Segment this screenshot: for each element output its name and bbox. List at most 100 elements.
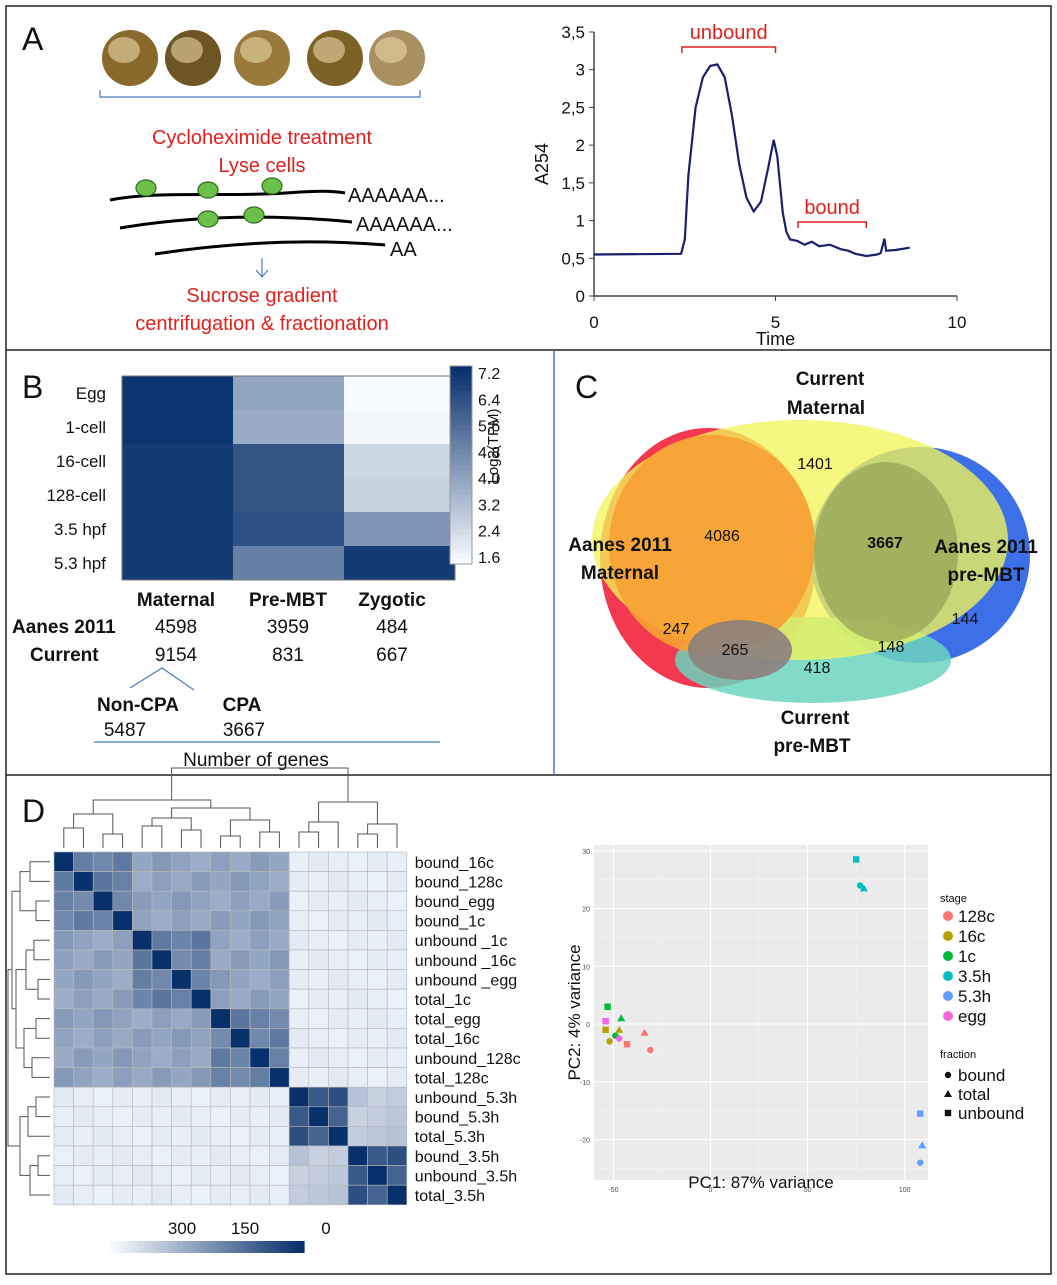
colorbar-tick-label: 3.2 [478, 497, 500, 514]
correlation-cell [151, 930, 172, 951]
colorbar-step [450, 479, 472, 486]
correlation-cell [367, 1106, 388, 1127]
correlation-cell [190, 851, 212, 872]
correlation-cell [210, 1047, 231, 1068]
panel-a-schematic: Cycloheximide treatment Lyse cells AAAAA… [99, 30, 453, 335]
correlation-cell [269, 871, 290, 892]
correlation-colorbar-step [202, 1241, 208, 1253]
colorbar-step [450, 544, 472, 550]
correlation-cell [151, 949, 172, 970]
correlation-cell [249, 949, 270, 970]
correlation-cell [386, 988, 408, 1010]
pca-ticks: -50 0 50 100 -20 -10 0 10 20 30 [580, 849, 911, 1194]
gene-count-table: Maternal Pre-MBT Zygotic Aanes 2011 4598… [12, 590, 440, 771]
correlation-cell [386, 851, 408, 872]
correlation-cell [249, 851, 270, 872]
colorbar-tick-label: 7.2 [478, 366, 500, 383]
correlation-cell [328, 871, 349, 892]
correlation-cell [73, 1106, 94, 1127]
correlation-cell [269, 890, 290, 912]
correlation-cell [73, 851, 94, 872]
venn-diagram: Current Maternal Aanes 2011 Maternal Aan… [568, 369, 1038, 757]
a254-y-tick-label: 0,5 [561, 249, 585, 268]
correlation-cell [347, 1106, 368, 1127]
correlation-cell [249, 969, 270, 990]
dendrogram-branch [259, 831, 280, 848]
correlation-colorbar-step [211, 1241, 218, 1253]
correlation-heatmap-cells [53, 851, 408, 1206]
correlation-cell [367, 1126, 388, 1147]
correlation-colorbar-step [294, 1241, 300, 1253]
pca-legend-fraction-label: total [958, 1085, 990, 1104]
correlation-cell [92, 871, 114, 892]
correlation-cell [151, 1184, 172, 1206]
correlation-cell [269, 949, 290, 970]
correlation-cell [367, 1145, 388, 1166]
correlation-cell [249, 1106, 270, 1127]
correlation-row-label: unbound _egg [415, 972, 517, 989]
correlation-cell [132, 988, 153, 1010]
dendrogram-branch [141, 825, 163, 848]
correlation-cell [53, 969, 74, 990]
correlation-cell [132, 1126, 153, 1147]
dendrogram-branch [357, 833, 378, 848]
dendrogram-branch [37, 978, 50, 1000]
correlation-cell [367, 1028, 388, 1049]
correlation-cell [92, 1145, 114, 1166]
correlation-colorbar-step [255, 1241, 261, 1253]
correlation-cell [210, 890, 231, 912]
dendrogram-branch [25, 949, 38, 990]
correlation-cell [132, 871, 153, 892]
correlation-cell [210, 949, 231, 970]
correlation-cell [288, 988, 310, 1010]
venn-label-current-premb-2: pre-MBT [773, 736, 850, 757]
correlation-cell [190, 1126, 212, 1147]
correlation-cell [112, 1028, 133, 1049]
pca-legend-stage-swatch [943, 991, 953, 1001]
a254-x-tick-label: 5 [771, 313, 780, 332]
pca-x-tick-label: 100 [899, 1187, 911, 1194]
correlation-cell [53, 1086, 74, 1108]
correlation-cell [367, 1067, 388, 1088]
colorbar-step [450, 529, 472, 535]
correlation-cell [367, 910, 388, 931]
pca-point-3.5h-square [852, 856, 860, 863]
correlation-cell [171, 1106, 192, 1127]
correlation-cell [151, 1067, 172, 1088]
colorbar-step [450, 390, 472, 397]
colorbar-step [450, 549, 472, 555]
correlation-cell [210, 910, 231, 931]
pca-legend-fraction-label: unbound [958, 1104, 1024, 1123]
correlation-cell [210, 851, 231, 872]
colorbar-tick-label: 1.6 [478, 550, 500, 567]
correlation-cell [112, 910, 133, 931]
pca-legend-stage-swatch [943, 951, 953, 961]
correlation-cell [328, 988, 349, 1010]
correlation-cell [53, 890, 74, 912]
correlation-cell [367, 1165, 388, 1186]
colorbar-tick-label: 6.4 [478, 392, 500, 409]
a254-y-label: A254 [532, 143, 552, 185]
correlation-row-label: total_1c [415, 992, 471, 1009]
pca-point-16c-triangle [615, 1025, 624, 1033]
correlation-cell [171, 910, 192, 931]
correlation-cell [230, 1165, 251, 1186]
correlation-cell [308, 1086, 329, 1108]
correlation-cell [210, 1106, 231, 1127]
colorbar-step [450, 489, 472, 496]
correlation-cell [92, 851, 114, 872]
correlation-cell [230, 890, 251, 912]
correlation-cell [151, 1047, 172, 1068]
venn-label-current-premb-1: Current [781, 708, 850, 729]
expression-cell [122, 410, 233, 444]
correlation-cell [367, 988, 388, 1010]
aanes-premb-count: 3959 [267, 617, 309, 638]
a254-y-ticks: 0 0,5 1 1,5 2 2,5 3 3,5 [561, 23, 594, 306]
correlation-cell [151, 1008, 172, 1029]
correlation-colorbar-step [216, 1241, 223, 1253]
correlation-cell [249, 910, 270, 931]
correlation-cell [73, 1047, 94, 1068]
venn-label-current-maternal-1: Current [796, 369, 865, 390]
pca-legend-stage-label: 1c [958, 947, 976, 966]
correlation-cell [190, 1086, 212, 1108]
